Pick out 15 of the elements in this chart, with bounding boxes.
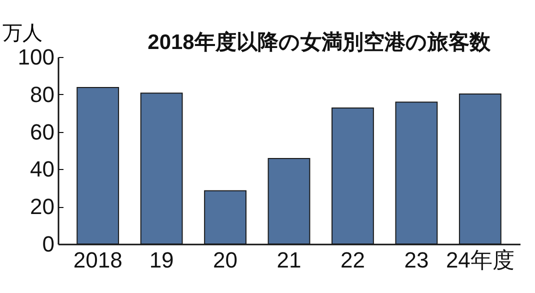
y-tick-label: 0 [42,232,54,256]
x-tick-label: 2018 [73,248,122,272]
y-tick-label: 60 [30,119,54,144]
x-tick-label: 19 [149,248,174,272]
x-tick-label: 23 [404,248,429,272]
x-tick-label: 24年度 [446,248,514,272]
y-tick-label: 80 [30,82,54,107]
y-tick-label: 100 [18,44,54,70]
y-tick-label: 40 [30,156,54,182]
chart-title: 2018年度以降の女満別空港の旅客数 [148,30,492,54]
x-tick-label: 22 [340,248,365,272]
y-tick-label: 20 [30,194,54,220]
x-tick-label: 20 [213,248,238,272]
y-axis-title: 万人 [2,22,42,44]
x-tick-label: 21 [276,248,302,272]
